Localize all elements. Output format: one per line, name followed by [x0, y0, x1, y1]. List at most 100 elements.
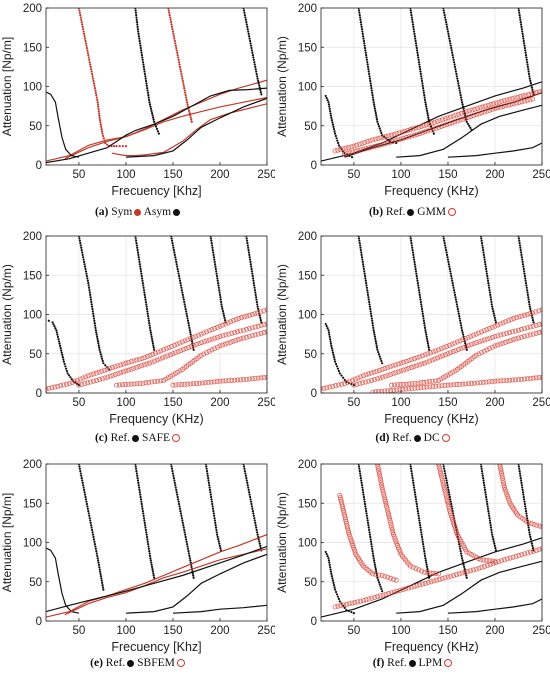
data-ring	[141, 362, 147, 368]
data-dot	[99, 121, 102, 124]
data-ring	[430, 570, 436, 576]
data-ring	[360, 598, 366, 604]
data-ring	[459, 570, 465, 576]
data-dot	[422, 86, 425, 90]
data-ring	[223, 378, 229, 384]
data-ring	[505, 102, 511, 108]
data-dot	[212, 253, 215, 256]
data-ring	[492, 378, 498, 384]
data-ring	[442, 487, 448, 493]
data-dot	[96, 337, 99, 341]
data-ring	[107, 373, 113, 379]
data-ring	[414, 355, 420, 361]
data-dot	[362, 491, 365, 494]
data-ring	[185, 337, 191, 343]
data-dot	[414, 37, 417, 40]
x-tick-label: 200	[210, 169, 229, 181]
data-dot	[136, 246, 139, 249]
data-dot	[171, 241, 174, 245]
data-dot	[329, 570, 333, 573]
data-dot	[523, 500, 526, 503]
data-ring	[436, 576, 442, 582]
data-dot	[248, 495, 252, 499]
data-dot	[446, 258, 450, 261]
data-dot	[145, 84, 148, 87]
data-ring	[147, 352, 153, 358]
data-dot	[518, 16, 522, 19]
data-dot	[376, 576, 379, 579]
data-ring	[402, 128, 408, 134]
data-ring	[185, 381, 191, 387]
data-dot	[343, 378, 346, 381]
data-dot	[150, 335, 153, 338]
data-ring	[387, 372, 393, 378]
data-ring	[249, 333, 255, 339]
data-dot	[460, 324, 463, 327]
data-ring	[460, 381, 466, 387]
data-ring	[419, 361, 425, 367]
data-ring	[191, 381, 197, 387]
data-dot	[521, 263, 525, 266]
data-dot	[369, 310, 372, 313]
data-ring	[433, 348, 439, 354]
data-dot	[147, 545, 150, 548]
data-dot	[179, 510, 182, 513]
data-dot	[52, 323, 55, 326]
data-dot	[361, 486, 364, 489]
data-ring	[416, 362, 422, 368]
data-dot	[337, 144, 340, 147]
data-dot	[374, 109, 377, 113]
data-ring	[398, 360, 404, 366]
data-ring	[489, 334, 495, 340]
data-ring	[379, 366, 385, 372]
data-dot	[521, 260, 524, 264]
legend-label: SBFEM	[137, 657, 175, 669]
legend-marker-icon	[448, 208, 457, 217]
data-ring	[508, 338, 514, 344]
data-dot	[324, 322, 327, 326]
data-dot	[246, 28, 249, 31]
data-ring	[473, 566, 479, 572]
data-ring	[478, 557, 484, 563]
data-dot	[142, 514, 145, 517]
data-ring	[222, 341, 228, 347]
data-ring	[222, 321, 228, 327]
data-dot	[452, 58, 455, 61]
data-dot	[84, 270, 88, 273]
legend-marker-icon	[172, 434, 181, 443]
y-tick-label: 0	[311, 388, 317, 400]
data-ring	[126, 367, 132, 373]
data-dot	[338, 600, 341, 603]
data-dot	[419, 68, 422, 71]
data-ring	[94, 377, 100, 383]
x-tick-label: 250	[257, 397, 275, 409]
data-ring	[358, 374, 364, 380]
x-tick-label: 200	[485, 625, 504, 637]
data-dot	[171, 469, 174, 473]
data-dot	[79, 469, 82, 473]
data-ring	[236, 315, 242, 321]
data-dot	[369, 307, 372, 311]
data-ring	[421, 379, 427, 385]
data-dot	[186, 317, 189, 320]
data-ring	[474, 380, 480, 386]
data-ring	[530, 96, 536, 102]
data-dot	[419, 72, 422, 76]
data-dot	[422, 317, 425, 320]
data-ring	[428, 579, 434, 585]
data-dot	[94, 91, 97, 94]
data-ring	[343, 601, 349, 607]
legend-marker-icon	[408, 659, 416, 667]
data-ring	[347, 378, 353, 384]
data-dot	[145, 307, 149, 311]
data-dot	[329, 568, 332, 571]
data-ring	[235, 337, 241, 343]
data-dot	[412, 481, 415, 484]
data-ring	[380, 489, 386, 495]
data-dot	[520, 479, 523, 482]
data-dot	[422, 545, 425, 548]
data-dot	[411, 474, 414, 477]
data-ring	[489, 324, 495, 330]
data-dot	[380, 131, 383, 135]
data-dot	[92, 535, 95, 539]
